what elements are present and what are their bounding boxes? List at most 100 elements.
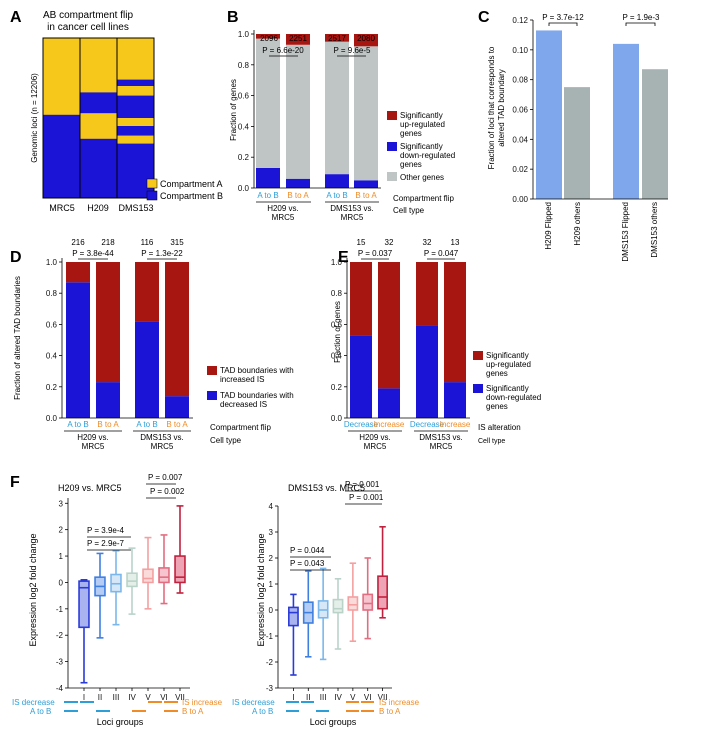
panel-d-row2-label: Cell type xyxy=(210,436,242,445)
panel-d-bar-2-0 xyxy=(135,321,159,418)
panel-c-bracket-1 xyxy=(548,22,578,26)
panel-d-group-1-line1: H209 vs. xyxy=(77,433,109,442)
panel-e-xlabel-2: Increase xyxy=(374,420,405,429)
panel-f-right-box-3 xyxy=(332,598,344,614)
panel-b-bar-2-1 xyxy=(325,41,349,175)
legend-compartment-a: Compartment A xyxy=(160,179,223,189)
panel-b-xlabel-1: A to B xyxy=(257,191,278,200)
panel-b-xlabel-4: B to A xyxy=(355,191,377,200)
panel-f-left-xlabel: Loci groups xyxy=(97,717,144,727)
panel-e-chart: 0.0 0.2 0.4 0.6 0.8 1.0 xyxy=(331,258,470,423)
panel-f-left-box-6 xyxy=(174,555,186,584)
panel-c-ytick-label-6: 0.12 xyxy=(512,16,528,25)
panel-e-legend-up-2: up-regulated xyxy=(486,360,531,369)
panel-f-left-xtick-label-2: III xyxy=(113,693,120,702)
panel-f-right-ytick-label-7: -3 xyxy=(266,684,274,693)
panel-d-bar-2-1 xyxy=(135,262,159,322)
panel-a-segment-2-5 xyxy=(117,126,154,136)
panel-d-count-4: 315 xyxy=(170,238,184,247)
panel-b-bar-3-2 xyxy=(354,34,378,47)
panel-f-right-legend-is-decrease: IS decrease xyxy=(232,698,275,707)
panel-b-ytick-label-1: 0.2 xyxy=(238,153,250,162)
panel-e-count-2: 32 xyxy=(385,238,394,247)
panel-d-group-1-line2: MRC5 xyxy=(82,442,105,451)
panel-b-bar-3-0 xyxy=(354,180,378,188)
panel-d-count-2: 218 xyxy=(101,238,115,247)
panel-b-legend-up-3: genes xyxy=(400,129,422,138)
panel-f-left-xtick-label-4: V xyxy=(145,693,151,702)
panel-b-letter: B xyxy=(227,9,239,26)
panel-d-legend-decreased-2: decreased IS xyxy=(220,400,267,409)
panel-b-legend-up-2: up-regulated xyxy=(400,120,445,129)
panel-f-right-legend-b-to-a: B to A xyxy=(379,707,401,716)
panel-a-ylabel: Genomic loci (n = 12206) xyxy=(30,73,39,163)
panel-f-left-ytick-label-7: -4 xyxy=(56,684,64,693)
panel-d-ytick-label-2: 0.4 xyxy=(46,352,58,361)
panel-a-cell-mrc5: MRC5 xyxy=(49,203,75,213)
panel-b-ylabel: Fraction of genes xyxy=(229,79,238,141)
panel-a-cell-h209: H209 xyxy=(87,203,109,213)
panel-f-left-box-3 xyxy=(126,572,138,588)
panel-e-count-4: 13 xyxy=(451,238,460,247)
panel-b-bar-1-1 xyxy=(286,44,310,179)
panel-e-pvalue-1: P = 0.037 xyxy=(358,249,393,258)
panel-b-group-1-line1: H209 vs. xyxy=(267,204,299,213)
panel-e-count-1: 15 xyxy=(357,238,366,247)
panel-b-row1-label: Compartment flip xyxy=(393,194,454,203)
panel-e-legend-up-1: Significantly xyxy=(486,351,529,360)
panel-f-left-box-5 xyxy=(158,567,170,584)
panel-f-left-title: H209 vs. MRC5 xyxy=(58,483,122,493)
panel-f-right-ytick-label-5: -1 xyxy=(266,632,274,641)
panel-b-ytick-label-3: 0.6 xyxy=(238,92,250,101)
panel-e-bar-2-0 xyxy=(416,325,438,418)
legend-compartment-b: Compartment B xyxy=(160,191,223,201)
panel-a-segment-1-1 xyxy=(80,92,117,114)
panel-d-count-1: 216 xyxy=(71,238,85,247)
panel-b-bar-0-2 xyxy=(256,34,280,39)
panel-e-legend-down-3: genes xyxy=(486,402,508,411)
panel-f-left-legend-is-decrease: IS decrease xyxy=(12,698,55,707)
panel-f-right-box-0 xyxy=(288,606,299,627)
panel-f-left-xtick-label-5: VI xyxy=(160,693,168,702)
panel-a-segment-2-0 xyxy=(117,38,154,80)
panel-e-legend-down-1: Significantly xyxy=(486,384,529,393)
panel-a-title-line1: AB compartment flip xyxy=(43,10,133,21)
panel-e-ylabel: Fraction of genes xyxy=(333,301,342,363)
panel-f-right-pvalue-2: P = 0.043 xyxy=(290,559,325,568)
panel-e-group-2-line2: MRC5 xyxy=(430,442,453,451)
panel-f-left-ylabel: Expression log2 fold change xyxy=(28,533,38,646)
panel-f-right-ytick-label-4: 0 xyxy=(269,606,274,615)
panel-d-group-2-line1: DMS153 vs. xyxy=(140,433,184,442)
panel-b-chart: 0.0 0.2 0.4 0.6 0.8 1.0 xyxy=(238,30,381,193)
panel-a-segment-1-2 xyxy=(80,113,117,140)
panel-e-legend-up-3: genes xyxy=(486,369,508,378)
panel-f-right-legend-is-increase: IS increase xyxy=(379,698,420,707)
panel-d-legend-decreased-swatch xyxy=(207,391,217,400)
panel-d-ytick-label-0: 0.0 xyxy=(46,414,58,423)
panel-d-legend-increased-1: TAD boundaries with xyxy=(220,366,294,375)
panel-b-group-2-line1: DMS153 vs. xyxy=(330,204,374,213)
panel-e-row2-label: Cell type xyxy=(478,438,505,445)
panel-b-ytick-label-2: 0.4 xyxy=(238,122,250,131)
panel-a-segment-2-1 xyxy=(117,79,154,87)
panel-f-left-xtick-label-3: IV xyxy=(128,693,136,702)
panel-f-left-ytick-label-1: 2 xyxy=(59,526,64,535)
panel-d-ylabel: Fraction of altered TAD boundaries xyxy=(13,276,22,400)
panel-d-ytick-label-3: 0.6 xyxy=(46,320,58,329)
panel-b-bar-1-2 xyxy=(286,34,310,45)
panel-e-legend-down-2: down-regulated xyxy=(486,393,541,402)
panel-e-group-1-line2: MRC5 xyxy=(364,442,387,451)
panel-f-right-ytick-label-2: 2 xyxy=(269,554,274,563)
panel-e-bar-0-1 xyxy=(350,262,372,336)
panel-d-ytick-label-1: 0.2 xyxy=(46,383,58,392)
panel-e-bar-3-1 xyxy=(444,262,466,383)
panel-c-ytick-label-2: 0.04 xyxy=(512,135,528,144)
panel-e-bar-1-0 xyxy=(378,388,400,418)
panel-d-bar-1-0 xyxy=(96,382,120,418)
panel-b-bar-2-0 xyxy=(325,174,349,188)
panel-c-ytick-label-1: 0.02 xyxy=(512,165,528,174)
panel-b-bar-0-1 xyxy=(256,38,280,168)
